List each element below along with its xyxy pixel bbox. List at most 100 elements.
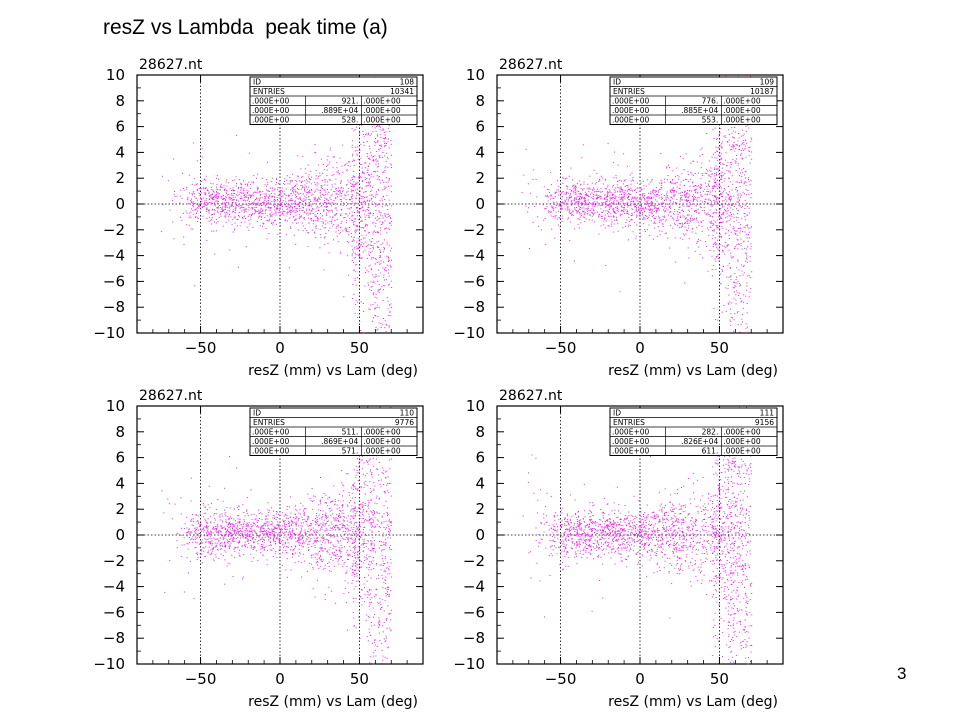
data-point bbox=[628, 192, 629, 194]
data-point bbox=[715, 243, 717, 245]
data-point bbox=[293, 203, 295, 205]
data-point bbox=[722, 200, 724, 202]
data-point bbox=[617, 230, 619, 232]
data-point bbox=[368, 308, 370, 310]
data-point bbox=[222, 195, 224, 196]
data-point bbox=[689, 178, 691, 180]
data-point bbox=[687, 221, 689, 223]
data-point bbox=[359, 190, 361, 192]
data-point bbox=[726, 200, 728, 202]
data-point bbox=[546, 195, 548, 197]
data-point bbox=[643, 217, 645, 219]
data-point bbox=[270, 187, 271, 189]
data-point bbox=[738, 149, 740, 151]
data-point bbox=[561, 208, 563, 210]
data-point bbox=[732, 130, 734, 132]
data-point bbox=[272, 224, 274, 226]
data-point bbox=[674, 209, 676, 211]
data-point bbox=[384, 248, 385, 250]
data-point bbox=[596, 193, 598, 195]
data-point bbox=[631, 212, 633, 214]
data-point bbox=[277, 206, 279, 208]
data-point bbox=[267, 183, 269, 185]
data-point bbox=[711, 255, 713, 257]
data-point bbox=[172, 221, 174, 223]
data-point bbox=[368, 216, 370, 218]
data-point bbox=[245, 200, 246, 202]
data-point bbox=[370, 241, 372, 243]
data-point bbox=[606, 188, 607, 190]
data-point bbox=[204, 200, 206, 202]
data-point bbox=[547, 196, 549, 198]
data-point bbox=[738, 205, 740, 207]
data-point bbox=[243, 207, 245, 208]
data-point bbox=[634, 205, 636, 207]
data-point bbox=[295, 219, 297, 221]
data-point bbox=[260, 219, 262, 220]
data-point bbox=[717, 225, 719, 227]
data-point bbox=[577, 203, 579, 205]
data-point bbox=[570, 192, 572, 194]
data-point bbox=[328, 252, 330, 254]
data-point bbox=[209, 534, 211, 536]
data-point bbox=[628, 195, 629, 197]
data-point bbox=[366, 246, 368, 248]
data-point bbox=[371, 238, 373, 239]
data-point bbox=[317, 217, 318, 219]
data-point bbox=[628, 224, 630, 226]
data-point bbox=[329, 197, 331, 199]
data-point bbox=[613, 223, 615, 225]
data-point bbox=[234, 228, 236, 230]
data-point bbox=[273, 189, 275, 191]
data-point bbox=[275, 203, 277, 205]
data-point bbox=[271, 196, 273, 198]
data-point bbox=[551, 228, 553, 230]
data-point bbox=[636, 208, 638, 210]
data-point bbox=[391, 287, 393, 288]
data-point bbox=[670, 199, 672, 201]
data-point bbox=[228, 182, 230, 184]
data-point bbox=[380, 326, 382, 328]
data-point bbox=[200, 198, 201, 199]
data-point bbox=[271, 215, 273, 217]
data-point bbox=[629, 201, 631, 203]
data-point bbox=[294, 194, 296, 196]
data-point bbox=[687, 190, 688, 191]
data-point bbox=[696, 211, 697, 213]
data-point bbox=[234, 217, 236, 219]
data-point bbox=[561, 215, 563, 217]
data-point bbox=[711, 220, 712, 222]
data-point bbox=[593, 198, 595, 200]
data-point bbox=[736, 244, 738, 246]
data-point bbox=[372, 176, 374, 178]
data-point bbox=[369, 148, 371, 150]
data-point bbox=[169, 209, 171, 211]
data-point bbox=[339, 157, 341, 159]
data-point bbox=[562, 176, 564, 178]
data-point bbox=[380, 323, 382, 324]
data-point bbox=[713, 243, 715, 245]
data-point bbox=[609, 207, 611, 209]
data-point bbox=[602, 177, 604, 179]
data-point bbox=[258, 204, 260, 206]
data-point bbox=[378, 155, 380, 157]
data-point bbox=[262, 222, 264, 224]
data-point bbox=[544, 207, 546, 209]
data-point bbox=[632, 180, 634, 182]
data-point bbox=[296, 208, 298, 210]
data-point bbox=[705, 198, 707, 200]
data-point bbox=[356, 246, 358, 248]
data-point bbox=[305, 213, 307, 215]
data-point bbox=[337, 172, 339, 174]
data-point bbox=[265, 204, 267, 206]
data-point bbox=[749, 146, 751, 148]
data-point bbox=[302, 225, 304, 227]
data-point bbox=[360, 512, 362, 514]
data-point bbox=[607, 193, 609, 195]
data-point bbox=[183, 243, 185, 245]
data-point bbox=[678, 192, 680, 194]
data-point bbox=[353, 160, 355, 162]
data-point bbox=[657, 235, 659, 237]
data-point bbox=[686, 199, 688, 201]
data-point bbox=[283, 182, 284, 184]
